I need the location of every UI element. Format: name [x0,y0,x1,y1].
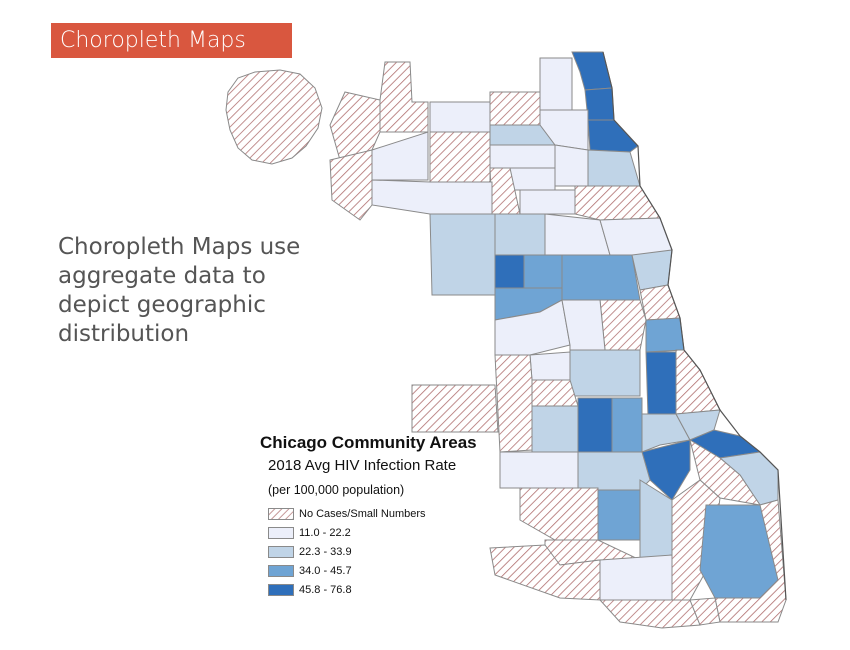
area-west-englewood [577,397,613,453]
area-north-5 [539,57,573,111]
legend-units: (per 100,000 population) [268,483,405,497]
area-west-2 [494,213,546,256]
area-southwest-6 [531,379,579,407]
area-southwest-2 [529,351,571,381]
area-north-9 [554,144,589,187]
area-far-south-1 [499,451,579,489]
area-far-south-10 [598,599,701,629]
area-nw-5 [371,179,493,215]
description-line-4: distribution [58,321,190,347]
area-uptown [587,119,639,153]
description-line-1: Choropleth Maps use [58,234,301,260]
legend-label: 34.0 - 45.7 [299,564,352,577]
legend-label: 22.3 - 33.9 [299,545,352,558]
area-southwest-3 [494,354,533,453]
area-edgewater [584,87,615,121]
legend-title: Chicago Community Areas [260,433,477,452]
description-line-2: aggregate data to [58,263,266,289]
legend-item: 45.8 - 76.8 [268,580,477,599]
legend-subtitle: 2018 Avg HIV Infection Rate [268,457,457,474]
area-englewood [611,397,643,453]
area-austin [494,254,525,289]
area-west-1 [429,213,496,296]
area-north-7 [587,149,641,187]
legend-label: 11.0 - 22.2 [299,526,351,539]
lake-shoreline [602,51,787,601]
area-north-3 [489,91,541,126]
legend-items: No Cases/Small Numbers 11.0 - 22.2 22.3 … [268,504,477,599]
legend-item: 34.0 - 45.7 [268,561,477,580]
area-southwest-4 [411,384,499,433]
legend-swatch [268,583,294,596]
area-ashburn [597,489,641,541]
area-west-5 [561,254,641,301]
area-far-south-2 [577,451,651,491]
area-north-10 [509,167,556,191]
area-nw-1 [379,61,429,133]
area-nw-3 [371,131,429,181]
description-line-3: depict geographic [58,292,266,318]
area-north-2 [429,131,491,183]
area-bronzeville [645,351,677,417]
area-far-south-3 [519,487,599,541]
area-rogers-park [571,51,613,91]
area-nw-4 [329,149,373,221]
area-southside-1 [641,413,691,453]
legend-label: 45.8 - 76.8 [299,583,352,596]
legend-swatch [268,564,294,577]
area-near-south [645,317,685,353]
area-north-12 [519,189,576,215]
legend-item: 22.3 - 33.9 [268,542,477,561]
area-central-2 [599,299,647,351]
legend-item: 11.0 - 22.2 [268,523,477,542]
legend-swatch [268,545,294,558]
legend-item: No Cases/Small Numbers [268,504,477,523]
map-legend: Chicago Community Areas 2018 Avg HIV Inf… [258,433,477,599]
area-gage-park [531,405,579,453]
legend-swatch [268,526,294,539]
area-far-south-11 [689,597,721,626]
description-text: Choropleth Maps use aggregate data to de… [58,233,328,349]
legend-swatch-hatched [268,507,294,520]
area-west-garfield [523,254,563,289]
area-lakeshore-1 [675,349,721,415]
area-north-8 [489,144,556,169]
legend-label: No Cases/Small Numbers [299,507,426,520]
area-far-south-8 [599,554,673,601]
slide-title: Choropleth Maps [51,23,292,58]
area-far-south-9 [489,544,601,601]
area-ohare [225,69,323,165]
area-west-6 [631,249,673,291]
area-southwest-5 [569,349,641,397]
area-north-1 [429,101,491,133]
area-north-13 [574,185,661,221]
